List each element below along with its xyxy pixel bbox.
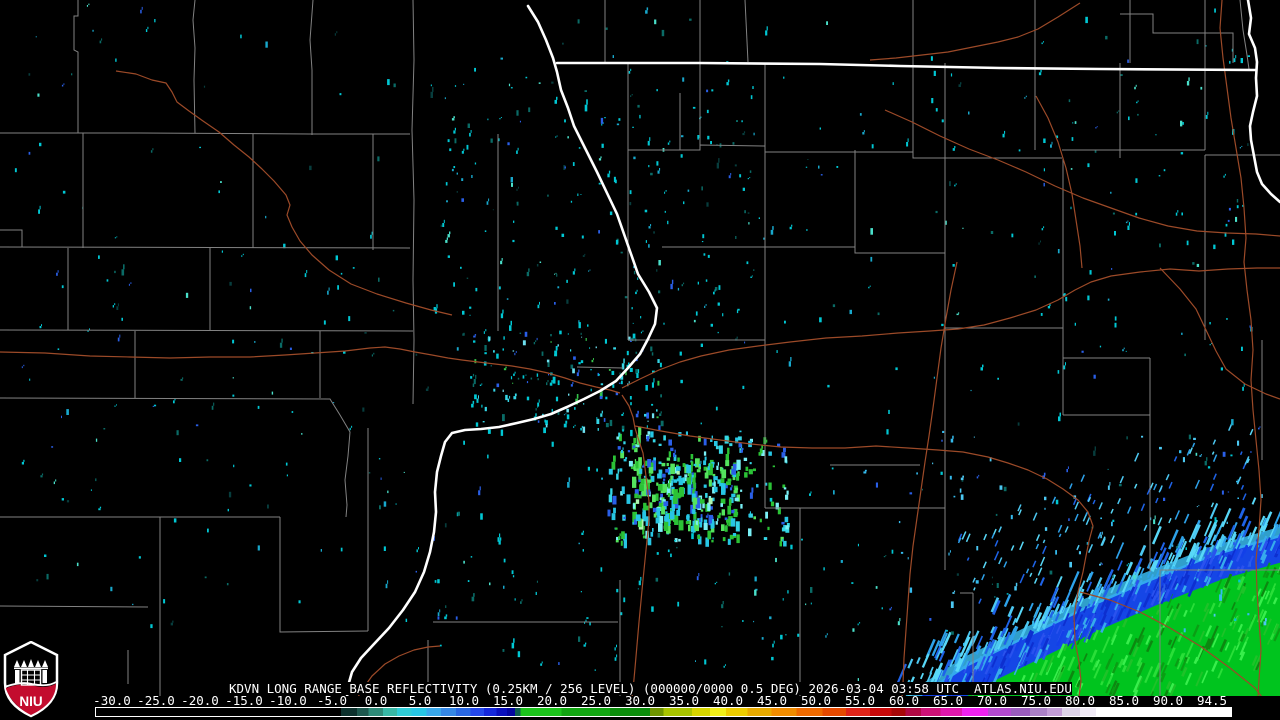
scale-tick-label: -10.0 [269,693,307,708]
scale-tick-label: 94.5 [1196,693,1228,708]
precipitation-layer [896,421,1280,720]
scale-tick-label: 75.0 [1020,693,1052,708]
scale-tick-label: 85.0 [1108,693,1140,708]
scale-tick-label: -5.0 [316,693,348,708]
scale-tick-label: 30.0 [624,693,656,708]
road-lines-layer [0,0,1280,698]
county-lines-layer [0,0,1280,697]
scale-tick-label: 90.0 [1152,693,1184,708]
niu-shield-swoosh [5,681,57,688]
castle-icon [14,659,48,686]
scale-tick-label: -25.0 [137,693,175,708]
scale-tick-label: 35.0 [668,693,700,708]
scale-tick-label: 20.0 [536,693,568,708]
state-border-layer [345,0,1280,699]
niu-logo-text: NIU [19,694,42,709]
scale-tick-label: 10.0 [448,693,480,708]
scale-tick-label: 50.0 [800,693,832,708]
scale-tick-label: -30.0 [93,693,131,708]
niu-logo: NIU [3,641,59,718]
colorbar-tick-labels: -30.0 -25.0 -20.0 -15.0 -10.0 -5.0 0.0 5.0 10.0 1… [0,693,1280,708]
scale-tick-label: 5.0 [408,693,432,708]
scale-tick-label: 45.0 [756,693,788,708]
reflectivity-colorbar [95,707,1232,717]
radar-echoes-layer [14,3,1267,687]
scale-tick-label: 65.0 [932,693,964,708]
scale-tick-label: 80.0 [1064,693,1096,708]
scale-tick-label: -20.0 [181,693,219,708]
scale-tick-label: 60.0 [888,693,920,708]
scale-tick-label: 15.0 [492,693,524,708]
product-title: KDVN LONG RANGE BASE REFLECTIVITY (0.25K… [229,681,1072,696]
scale-tick-label: 70.0 [976,693,1008,708]
niu-shield-red-field [6,683,56,715]
scale-tick-label: 55.0 [844,693,876,708]
scale-tick-label: 25.0 [580,693,612,708]
scale-tick-label: -15.0 [225,693,263,708]
scale-tick-label: 40.0 [712,693,744,708]
scale-tick-label: 0.0 [364,693,388,708]
